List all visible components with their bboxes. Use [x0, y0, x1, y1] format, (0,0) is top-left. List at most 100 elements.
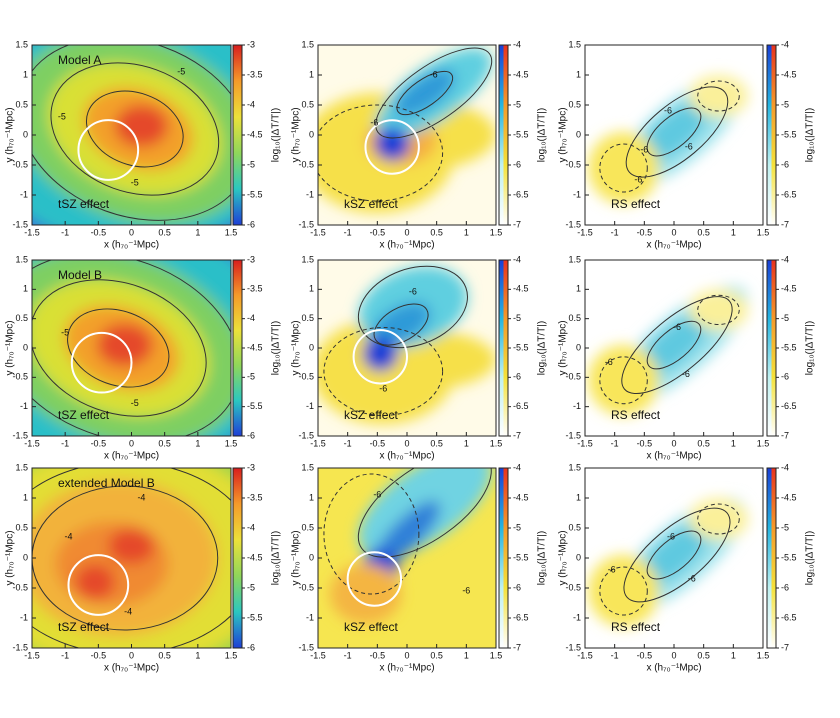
contour-line	[85, 90, 184, 168]
contour-label: -4	[124, 606, 132, 616]
x-tick-label: -1.5	[577, 438, 593, 448]
y-tick-label: 1	[23, 492, 28, 502]
x-tick-label: 0.5	[158, 227, 171, 237]
contour-label: -5	[58, 111, 66, 121]
y-tick-label: 1	[309, 69, 314, 79]
colorbar-tick-label: -4	[781, 39, 789, 49]
y-tick-label: 0	[576, 342, 581, 352]
x-axis-label: x (h₇₀⁻¹Mpc)	[379, 451, 434, 462]
contour-label: -6	[409, 287, 417, 297]
colorbar-label: log₁₀(|ΔT/T|)	[537, 321, 548, 375]
map	[585, 45, 763, 225]
map	[318, 45, 496, 225]
y-tick-label: -1.5	[12, 219, 28, 229]
colorbar-tick-label: -5.5	[781, 129, 797, 139]
colorbar-tick-label: -4	[513, 462, 521, 472]
colorbar-tick-label: -5	[781, 99, 789, 109]
colorbar-tick-label: -6.5	[513, 401, 529, 411]
x-tick-label: -1	[611, 650, 619, 660]
colorbar	[503, 260, 508, 436]
x-tick-label: -1	[61, 438, 69, 448]
aperture-circle	[346, 551, 403, 607]
contour-label: -5	[131, 177, 139, 187]
colorbar-tick-label: -6	[513, 372, 521, 382]
contour-label: -6	[379, 383, 387, 393]
x-tick-label: -0.5	[91, 438, 107, 448]
colorbar-tick-label: -6.5	[781, 612, 797, 622]
colorbar-tick-label: -4.5	[247, 342, 263, 352]
panel-label: Model A	[58, 53, 101, 67]
contour-label: -6	[634, 174, 642, 184]
y-tick-label: 1	[23, 284, 28, 294]
x-tick-label: 0	[671, 650, 676, 660]
colorbar-tick-label: -5.5	[781, 342, 797, 352]
y-tick-label: 0	[23, 552, 28, 562]
y-tick-label: 0	[576, 552, 581, 562]
colorbar-tick-label: -5	[781, 313, 789, 323]
x-tick-label: 1.5	[757, 650, 770, 660]
x-tick-label: 0	[671, 227, 676, 237]
x-tick-label: 1	[464, 438, 469, 448]
contour-line	[396, 70, 454, 116]
y-tick-label: 1	[23, 69, 28, 79]
x-tick-label: 0.5	[430, 438, 443, 448]
x-tick-label: -0.5	[370, 438, 386, 448]
colorbar-label: log₁₀(|ΔT/T|)	[805, 531, 816, 585]
x-tick-label: -1.5	[310, 650, 326, 660]
y-tick-label: 0.5	[301, 313, 314, 323]
y-tick-label: 1	[576, 284, 581, 294]
contour-line	[32, 485, 219, 631]
map-region	[394, 69, 456, 117]
colorbar-tick-label: -3	[247, 254, 255, 264]
colorbar	[233, 260, 242, 436]
colorbar-label: log₁₀(|ΔT/T|)	[271, 531, 282, 585]
colorbar-label: log₁₀(|ΔT/T|)	[805, 108, 816, 162]
x-tick-label: -1	[61, 650, 69, 660]
y-tick-label: -0.5	[298, 372, 314, 382]
y-tick-label: -1	[573, 612, 581, 622]
colorbar-tick-label: -4	[781, 462, 789, 472]
colorbar-tick-label: -4	[513, 254, 521, 264]
colorbar-tick-label: -4.5	[513, 69, 529, 79]
colorbar	[771, 260, 776, 436]
colorbar-tick-label: -5	[781, 522, 789, 532]
y-axis-label: y (h₇₀⁻¹Mpc)	[291, 107, 302, 162]
colorbar-tick-label: -7	[513, 642, 521, 652]
y-tick-label: 1	[576, 69, 581, 79]
panel: -6 -6 kSZ effect -1.5 -1 -0.5 0 0.5 1 1.5 -1.5 -1 -0…	[291, 39, 548, 250]
y-tick-label: 0.5	[301, 99, 314, 109]
map-region	[108, 528, 155, 564]
colorbar-tick-label: -4.5	[781, 284, 797, 294]
contour-line	[697, 80, 740, 112]
y-tick-label: 0.5	[15, 522, 28, 532]
colorbar-label: log₁₀(|ΔT/T|)	[271, 321, 282, 375]
colorbar-tick-label: -5.5	[513, 342, 529, 352]
y-tick-label: -1	[20, 612, 28, 622]
y-tick-label: -0.5	[565, 372, 581, 382]
colorbar-tick-label: -5	[513, 99, 521, 109]
y-tick-label: 1.5	[301, 254, 314, 264]
colorbar-tick-label: -5.5	[513, 552, 529, 562]
panel: -4 -4 -4 extended Model B tSZ effect -1.5 -1 -0…	[5, 462, 282, 673]
y-tick-label: -0.5	[298, 159, 314, 169]
contour-label: -6	[688, 573, 696, 583]
x-tick-label: 1.5	[225, 650, 238, 660]
colorbar-tick-label: -4.5	[247, 129, 263, 139]
colorbar-tick-label: -3.5	[247, 284, 263, 294]
y-tick-label: -1	[306, 401, 314, 411]
map-region	[587, 132, 660, 204]
y-tick-label: 0.5	[568, 99, 581, 109]
colorbar-tick-label: -4	[247, 313, 255, 323]
contour-label: -6	[430, 69, 438, 79]
colorbar-tick-label: -7	[781, 219, 789, 229]
y-tick-label: 0	[576, 129, 581, 139]
x-tick-label: -1.5	[310, 227, 326, 237]
contour-label: -6	[640, 144, 648, 154]
x-tick-label: 1.5	[490, 227, 503, 237]
contour-label: -6	[667, 531, 675, 541]
y-tick-label: -1.5	[298, 430, 314, 440]
x-tick-label: -0.5	[637, 438, 653, 448]
colorbar-tick-label: -5.5	[247, 401, 263, 411]
colorbar-tick-label: -4.5	[247, 552, 263, 562]
aperture-circle	[352, 329, 408, 385]
